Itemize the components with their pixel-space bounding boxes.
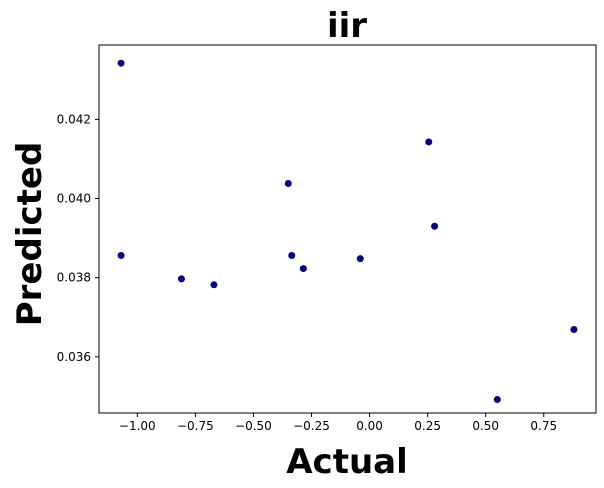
x-tick-label: 0.25 bbox=[414, 419, 441, 433]
x-tick-label: −0.25 bbox=[293, 419, 330, 433]
y-tick-label: 0.042 bbox=[57, 112, 91, 126]
data-point bbox=[431, 222, 439, 230]
data-point bbox=[117, 252, 125, 260]
x-tick-label: 0.00 bbox=[356, 419, 383, 433]
chart-title: iir bbox=[327, 6, 367, 46]
plot-frame bbox=[98, 44, 597, 414]
y-tick-label: 0.040 bbox=[57, 192, 91, 206]
data-point bbox=[177, 275, 185, 283]
data-point bbox=[425, 138, 433, 146]
x-tick-label: 0.75 bbox=[530, 419, 557, 433]
data-point bbox=[210, 281, 218, 289]
data-point bbox=[299, 265, 307, 273]
x-tick-label: 0.50 bbox=[472, 419, 499, 433]
x-tick-label: −0.75 bbox=[177, 419, 214, 433]
data-point bbox=[493, 396, 501, 404]
x-tick-label: −1.00 bbox=[119, 419, 156, 433]
data-point bbox=[288, 252, 296, 260]
y-tick-label: 0.036 bbox=[57, 350, 91, 364]
data-point bbox=[117, 59, 125, 67]
data-point bbox=[356, 255, 364, 263]
x-axis-label: Actual bbox=[286, 442, 408, 482]
data-point bbox=[284, 179, 292, 187]
plot-area: −1.00 −0.75 −0.50 −0.25 0.00 0.25 0.50 0.75 0.03… bbox=[57, 44, 597, 433]
data-point bbox=[570, 326, 578, 334]
y-tick-label: 0.038 bbox=[57, 271, 91, 285]
y-axis-label: Predicted bbox=[10, 142, 50, 327]
x-tick-label: −0.50 bbox=[235, 419, 272, 433]
